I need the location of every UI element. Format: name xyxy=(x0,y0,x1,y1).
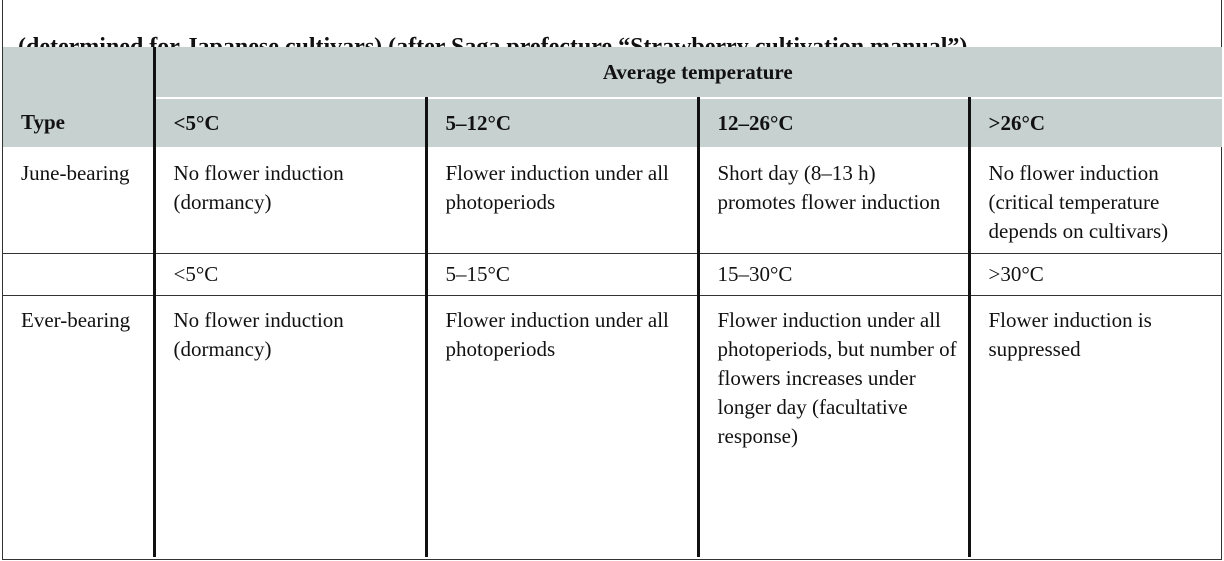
cell: Flower induction under all photoperiods xyxy=(424,295,698,557)
column-header: <5°C xyxy=(152,98,426,147)
cell: No flower induction (critical temperatur… xyxy=(967,147,1223,253)
row: June-bearing No flower induction (dormanc… xyxy=(3,147,1223,253)
column-header: 12–26°C xyxy=(696,98,969,147)
column-header: >26°C xyxy=(967,98,1223,147)
header-blank xyxy=(3,47,154,98)
column-header: 5–12°C xyxy=(424,98,698,147)
cell: Flower induction under all photoperiods,… xyxy=(696,295,969,557)
table: Average temperature Type <5°C 5–12°C 12–26°… xyxy=(3,47,1223,557)
row: Ever-bearing No flower induction (dormanc… xyxy=(3,295,1223,557)
cell: 15–30°C xyxy=(696,252,969,296)
cell: >30°C xyxy=(967,252,1223,296)
cell: Flower induction is suppressed xyxy=(967,295,1223,557)
group-header: Average temperature xyxy=(152,47,1223,99)
cell: Short day (8–13 h) promotes flower induc… xyxy=(696,147,969,253)
cell: No flower induction (dormancy) xyxy=(152,147,426,253)
type-cell: Ever-bearing xyxy=(21,307,131,332)
cell: No flower induction (dormancy) xyxy=(152,295,426,557)
cell: <5°C xyxy=(152,252,426,296)
cell: 5–15°C xyxy=(424,252,698,296)
type-cell xyxy=(3,252,154,296)
cell: Flower induction under all photoperiods xyxy=(424,147,698,253)
row: <5°C 5–15°C 15–30°C >30°C xyxy=(3,252,1223,296)
column-header: Type xyxy=(3,98,154,147)
type-cell: June-bearing xyxy=(21,161,130,185)
